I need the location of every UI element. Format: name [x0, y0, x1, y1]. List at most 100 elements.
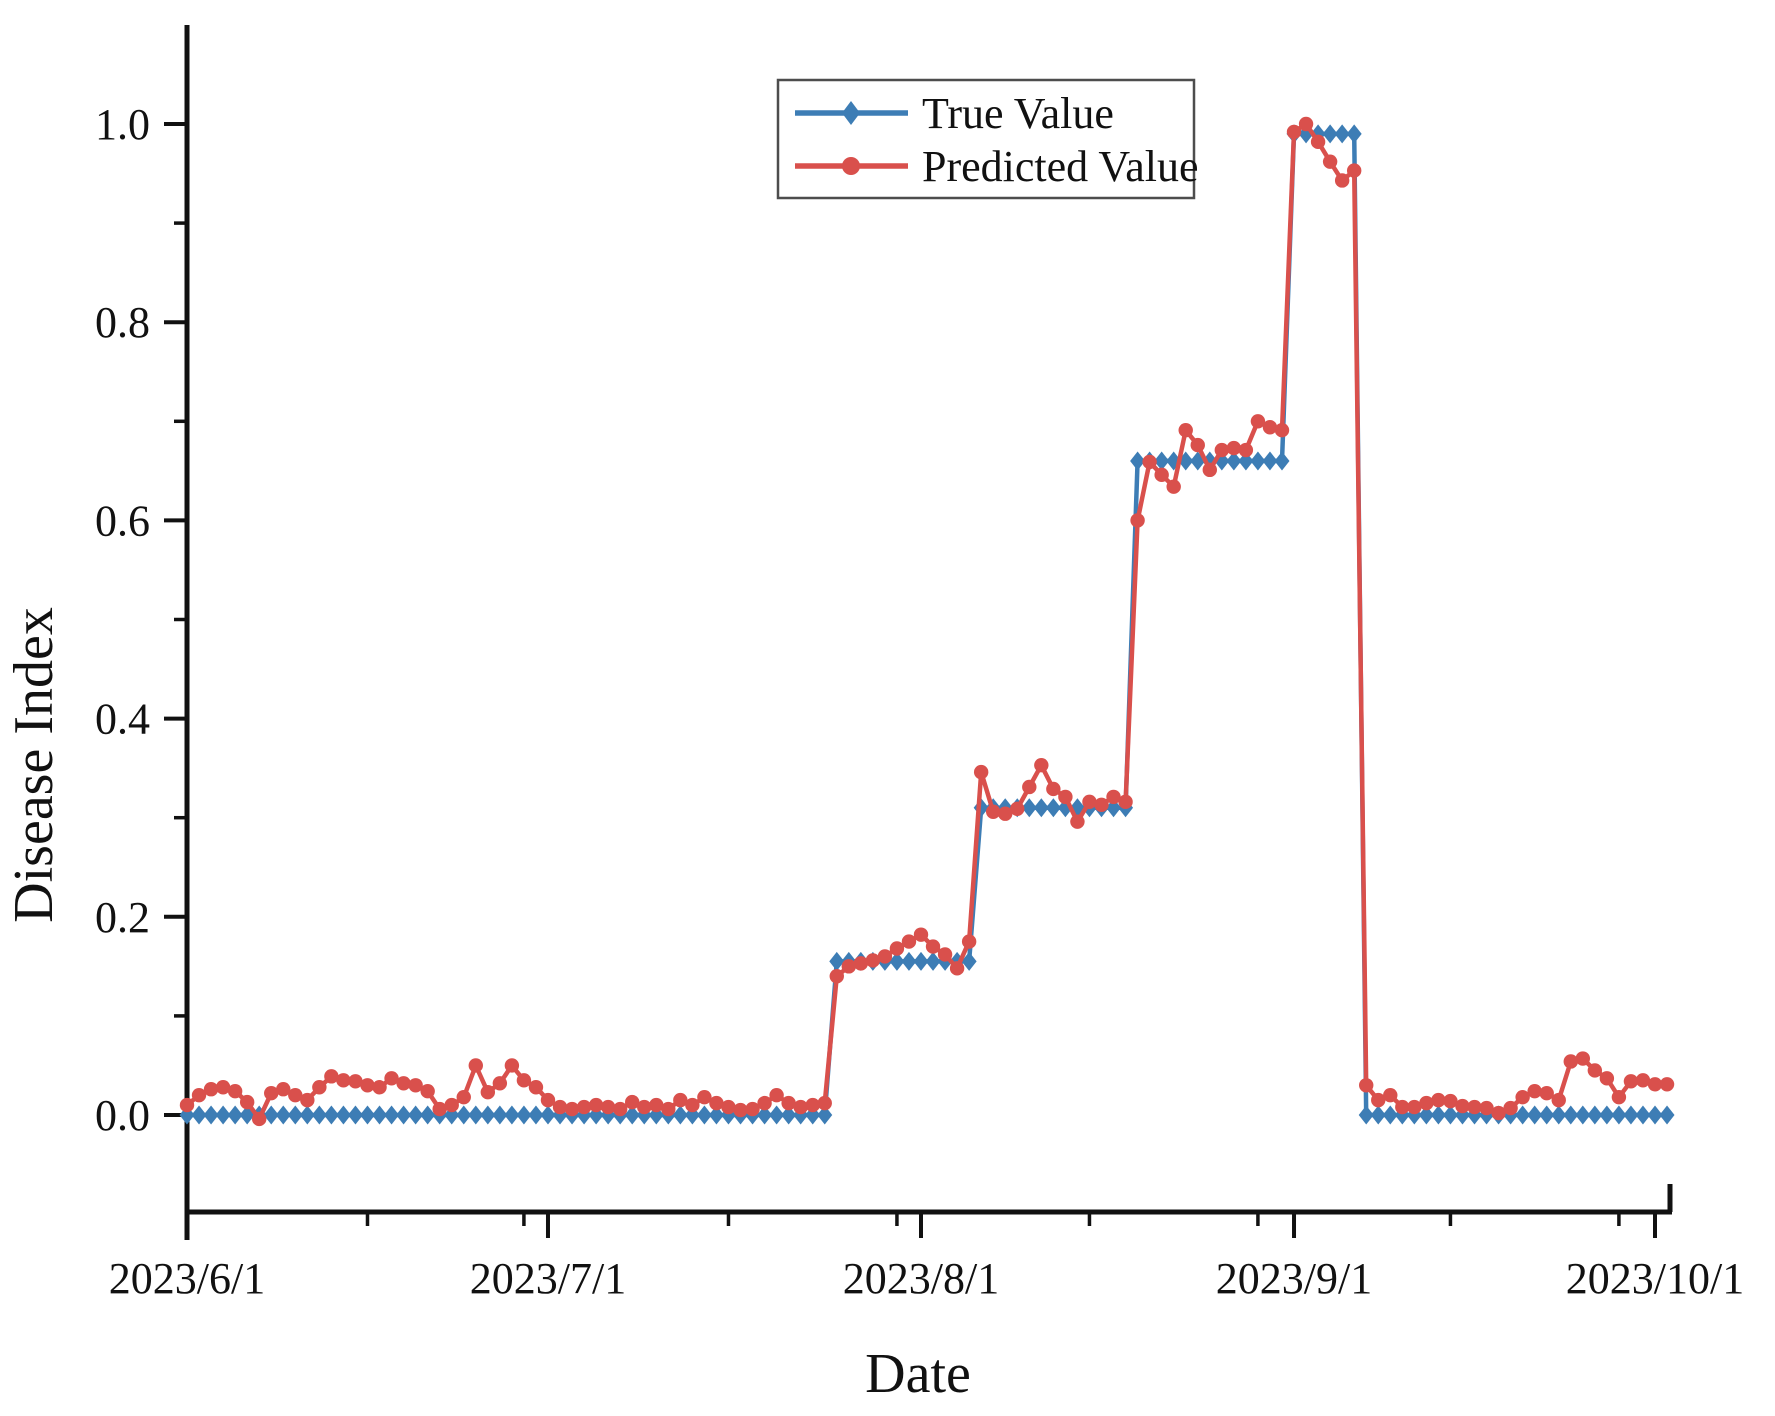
true-value-marker	[1045, 798, 1061, 818]
predicted-value-marker	[1262, 420, 1278, 435]
true-value-marker	[1154, 451, 1170, 471]
predicted-value-marker	[949, 961, 965, 976]
true-value-marker	[1563, 1105, 1579, 1125]
predicted-value-marker	[973, 764, 989, 780]
true-value-marker	[1599, 1105, 1615, 1125]
true-value-marker	[492, 1105, 508, 1125]
true-value-marker	[1647, 1105, 1663, 1125]
predicted-value-marker	[564, 1101, 580, 1117]
predicted-value-marker	[468, 1058, 483, 1073]
true-value-marker	[504, 1105, 520, 1125]
predicted-value-marker	[817, 1095, 832, 1111]
true-value-marker	[215, 1105, 231, 1125]
predicted-value-marker	[697, 1089, 712, 1105]
predicted-value-marker	[1058, 789, 1073, 805]
predicted-value-marker	[288, 1087, 303, 1103]
predicted-value-marker	[456, 1089, 471, 1105]
predicted-value-marker	[1286, 124, 1302, 140]
predicted-value-marker	[528, 1080, 544, 1095]
true-value-marker	[516, 1105, 532, 1125]
predicted-value-marker	[625, 1094, 640, 1110]
predicted-value-marker	[829, 969, 844, 984]
x-tick-label: 2023/10/1	[1566, 1254, 1744, 1303]
predicted-value-marker	[480, 1085, 496, 1100]
predicted-value-marker	[1046, 781, 1061, 797]
true-value-marker	[1262, 451, 1278, 471]
predicted-value-marker	[1467, 1099, 1482, 1115]
true-value-marker	[420, 1105, 436, 1125]
predicted-value-marker	[612, 1101, 628, 1117]
predicted-value-marker	[853, 956, 869, 971]
predicted-value-marker	[1563, 1054, 1578, 1069]
predicted-value-marker	[1479, 1100, 1494, 1116]
predicted-value-marker	[1431, 1092, 1446, 1108]
predicted-value-marker	[733, 1102, 748, 1118]
predicted-value-marker	[637, 1099, 652, 1115]
predicted-value-marker	[1346, 163, 1362, 178]
predicted-value-marker	[276, 1082, 291, 1097]
predicted-value-marker	[1334, 173, 1350, 188]
predicted-value-marker	[504, 1058, 520, 1073]
legend-label: Predicted Value	[922, 142, 1199, 191]
predicted-value-marker	[913, 927, 929, 942]
predicted-value-marker	[1070, 814, 1085, 829]
true-value-marker	[925, 951, 941, 971]
predicted-value-marker	[1130, 513, 1145, 528]
predicted-value-marker	[1587, 1063, 1603, 1078]
predicted-value-marker	[1623, 1074, 1639, 1089]
true-value-marker	[359, 1105, 375, 1125]
y-tick-label: 0.8	[95, 298, 150, 347]
predicted-value-marker	[1226, 440, 1242, 456]
true-value-line	[187, 131, 1667, 1118]
true-value-marker	[1623, 1105, 1639, 1125]
true-value-marker	[672, 1105, 688, 1125]
predicted-value-marker	[396, 1076, 411, 1091]
predicted-value-marker	[685, 1097, 700, 1113]
true-value-marker	[1515, 1105, 1531, 1125]
legend-box	[776, 78, 1196, 200]
true-value-marker	[528, 1105, 544, 1125]
predicted-value-marker	[1274, 423, 1290, 438]
true-value-marker	[396, 1105, 412, 1125]
true-value-marker	[913, 951, 929, 971]
predicted-value-marker	[1407, 1099, 1422, 1115]
x-tick-label: 2023/6/1	[109, 1254, 265, 1303]
true-value-marker	[769, 1105, 785, 1125]
true-value-marker	[889, 951, 905, 971]
predicted-value-marker	[1371, 1092, 1386, 1108]
predicted-value-marker	[384, 1071, 399, 1086]
predicted-value-marker	[1154, 467, 1169, 483]
predicted-value-marker	[516, 1073, 532, 1088]
predicted-value-marker	[432, 1101, 447, 1117]
predicted-value-marker	[793, 1099, 808, 1115]
true-value-marker	[311, 1105, 327, 1125]
true-value-marker	[1274, 451, 1290, 471]
true-value-marker	[1382, 1105, 1398, 1125]
x-axis-title: Date	[865, 1343, 971, 1405]
predicted-value-marker	[1383, 1087, 1398, 1103]
predicted-value-marker	[1310, 134, 1326, 150]
true-value-marker	[1442, 1105, 1458, 1125]
true-value-marker	[1418, 1105, 1434, 1125]
true-value-marker	[817, 1105, 833, 1125]
predicted-value-marker	[324, 1069, 339, 1084]
predicted-value-marker	[1551, 1092, 1566, 1108]
true-value-marker	[1106, 798, 1122, 818]
true-value-marker	[299, 1105, 315, 1125]
predicted-value-marker	[492, 1076, 508, 1091]
true-value-marker	[275, 1105, 291, 1125]
predicted-value-marker	[877, 949, 893, 964]
axes	[164, 25, 1673, 1240]
true-value-marker	[1238, 451, 1254, 471]
true-value-marker	[1587, 1105, 1603, 1125]
true-value-marker	[1250, 451, 1266, 471]
predicted-value-line	[185, 121, 1667, 1122]
predicted-value-marker	[408, 1078, 423, 1093]
predicted-value-marker	[1238, 442, 1254, 458]
true-value-marker	[1130, 451, 1146, 471]
true-value-marker	[1430, 1105, 1446, 1125]
true-value-marker	[287, 1105, 303, 1125]
true-value-marker	[203, 1105, 219, 1125]
predicted-value-marker	[1022, 779, 1037, 795]
